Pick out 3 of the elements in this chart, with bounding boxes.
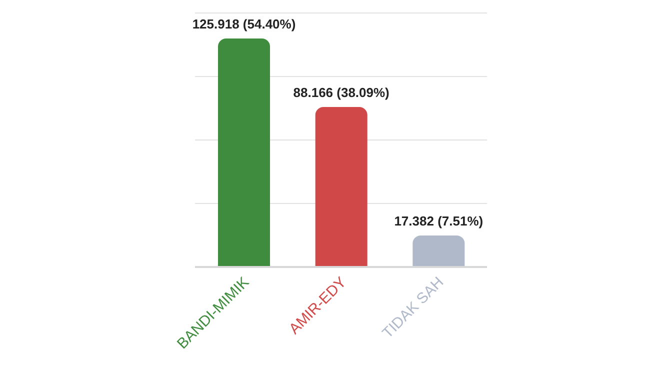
- data-label: 125.918 (54.40%): [192, 16, 296, 32]
- data-label: 17.382 (7.51%): [394, 213, 484, 228]
- data-label: 88.166 (38.09%): [293, 85, 390, 100]
